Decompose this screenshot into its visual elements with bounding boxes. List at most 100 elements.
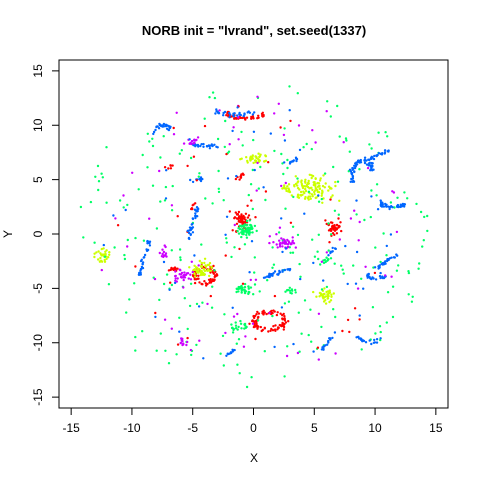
data-point (244, 118, 247, 121)
data-point (249, 183, 253, 186)
data-point (235, 114, 239, 117)
data-point (250, 199, 253, 202)
data-point (240, 291, 243, 294)
data-point (175, 111, 178, 115)
data-point (310, 147, 313, 151)
data-point (231, 331, 235, 334)
data-point (292, 195, 295, 199)
data-point (390, 275, 393, 278)
data-point (301, 186, 305, 190)
data-point (323, 287, 326, 290)
data-point (249, 227, 252, 230)
y-axis: -15 -10 -5 0 5 10 15 (31, 64, 60, 406)
data-point (354, 282, 358, 285)
data-point (245, 219, 249, 223)
data-point (281, 314, 284, 317)
data-point (257, 159, 261, 162)
data-point (286, 345, 289, 348)
data-point (254, 278, 258, 281)
data-point (252, 161, 255, 165)
data-point (295, 157, 299, 161)
data-point (302, 146, 305, 149)
data-point (190, 142, 193, 146)
data-point (195, 343, 198, 347)
data-point (311, 195, 314, 198)
data-point (262, 309, 265, 312)
data-point (159, 124, 163, 128)
data-point (370, 342, 373, 346)
data-point (251, 116, 255, 119)
data-point (264, 198, 267, 202)
data-point (296, 181, 299, 184)
data-point (207, 278, 211, 281)
data-point (300, 332, 303, 335)
data-point (249, 223, 252, 227)
data-point (373, 154, 376, 158)
data-point (317, 312, 321, 315)
data-point (208, 261, 212, 265)
data-point (141, 330, 144, 333)
data-point (223, 110, 227, 114)
data-point (173, 281, 177, 285)
data-point (158, 169, 161, 173)
data-point (242, 233, 245, 236)
data-point (378, 325, 382, 328)
data-point (162, 260, 166, 264)
data-point (172, 133, 176, 136)
data-point (250, 117, 253, 121)
data-point (197, 175, 200, 178)
data-point (167, 128, 171, 132)
data-point (164, 349, 167, 352)
data-point (391, 190, 394, 193)
data-point (234, 324, 238, 327)
data-point (317, 257, 320, 261)
data-point (223, 313, 226, 316)
x-tick-label: 10 (368, 421, 382, 435)
data-point (139, 268, 143, 271)
data-point (201, 301, 204, 304)
data-point (236, 363, 239, 366)
data-point (256, 310, 259, 314)
data-point (407, 293, 410, 296)
data-point (211, 202, 214, 205)
data-point (182, 142, 186, 145)
data-point (97, 258, 100, 261)
data-point (203, 269, 207, 273)
data-point (321, 293, 325, 296)
data-point (324, 302, 328, 305)
data-point (170, 266, 173, 270)
data-point (254, 337, 257, 341)
data-point (366, 274, 369, 278)
data-point (273, 328, 277, 331)
data-point (195, 266, 199, 269)
data-point (382, 205, 386, 208)
data-point (278, 323, 281, 327)
data-point (188, 237, 191, 241)
data-point (248, 322, 251, 325)
data-point (256, 316, 260, 319)
data-point (183, 297, 186, 300)
data-point (225, 215, 229, 218)
data-point (217, 169, 220, 173)
data-point (82, 236, 85, 239)
data-point (290, 194, 293, 197)
data-point (279, 126, 282, 129)
data-point (134, 265, 137, 268)
data-point (112, 214, 115, 217)
data-point (174, 270, 177, 273)
data-point (236, 106, 239, 109)
data-point (289, 119, 292, 123)
data-point (142, 256, 145, 259)
data-point (378, 266, 381, 269)
data-point (284, 290, 287, 293)
data-point (245, 385, 249, 389)
data-point (131, 171, 134, 174)
data-point (341, 268, 344, 271)
data-point (311, 174, 315, 178)
data-point (407, 271, 411, 275)
data-point (213, 269, 216, 272)
data-point (126, 203, 129, 207)
data-point (251, 113, 255, 116)
data-point (242, 114, 245, 118)
data-point (389, 233, 393, 236)
